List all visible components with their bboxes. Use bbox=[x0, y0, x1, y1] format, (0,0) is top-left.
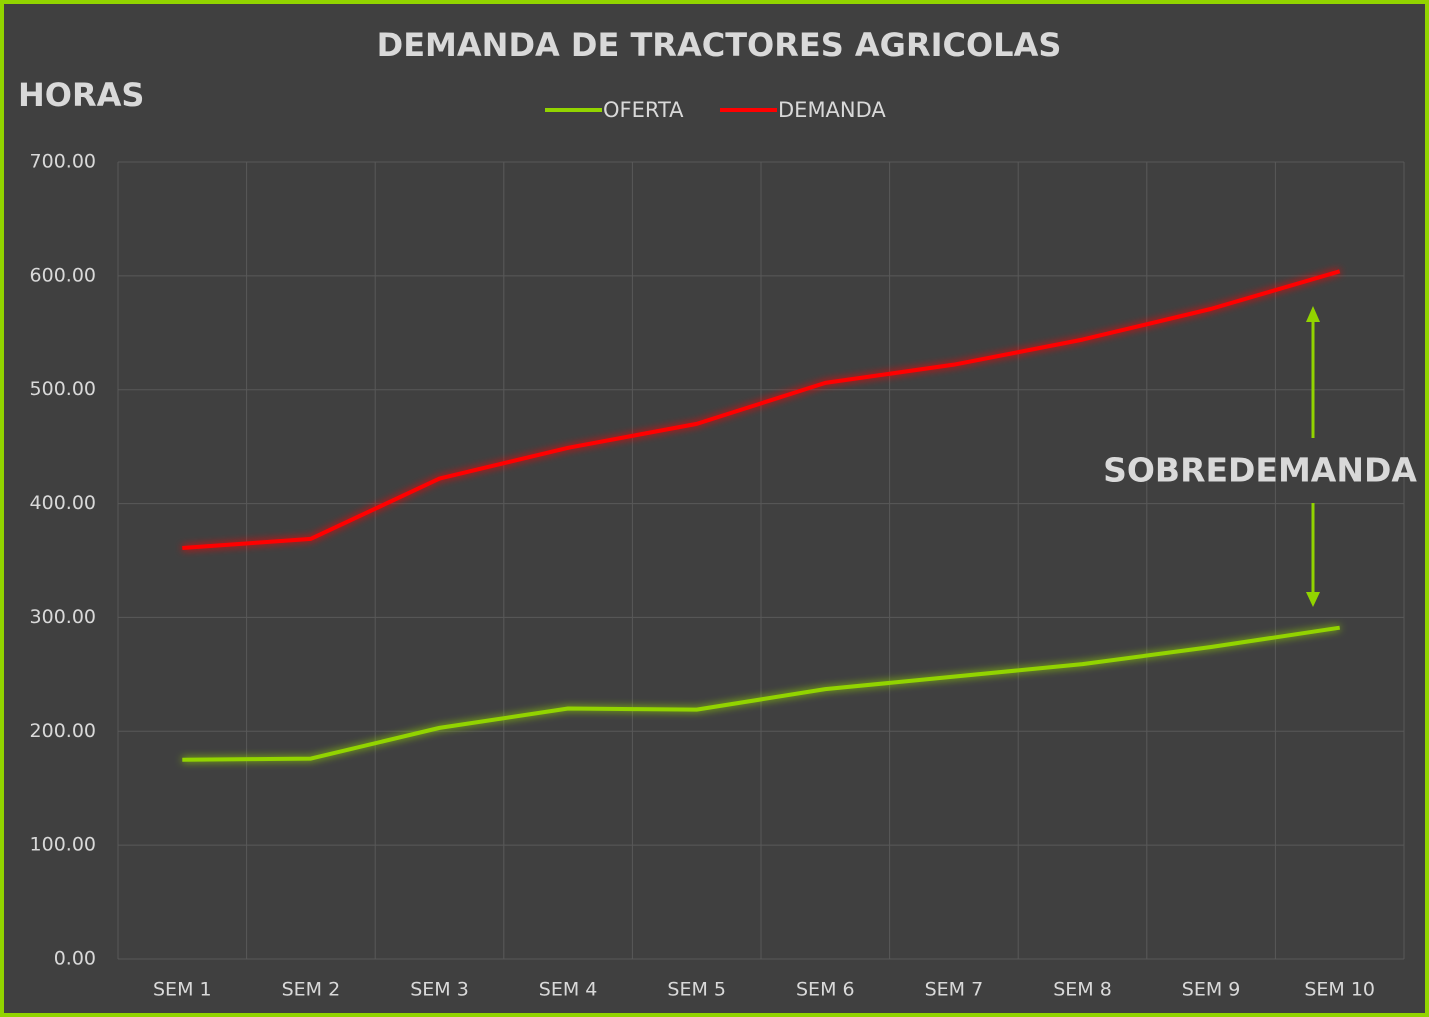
chart-title: DEMANDA DE TRACTORES AGRICOLAS bbox=[377, 26, 1062, 64]
y-tick-label: 200.00 bbox=[30, 720, 96, 742]
x-tick-label: SEM 9 bbox=[1182, 979, 1241, 1001]
x-tick-label: SEM 6 bbox=[796, 979, 855, 1001]
annotation-arrow bbox=[1306, 306, 1320, 607]
y-tick-label: 100.00 bbox=[30, 834, 96, 856]
x-tick-label: SEM 2 bbox=[282, 979, 341, 1001]
y-tick-label: 0.00 bbox=[54, 948, 96, 970]
x-tick-label: SEM 8 bbox=[1053, 979, 1112, 1001]
y-tick-label: 500.00 bbox=[30, 378, 96, 400]
series-line bbox=[182, 269, 1341, 550]
plot-area bbox=[117, 161, 1405, 960]
y-tick-label: 600.00 bbox=[30, 264, 96, 286]
legend-label: DEMANDA bbox=[778, 98, 886, 122]
x-tick-label: SEM 7 bbox=[925, 979, 984, 1001]
y-axis-label: HORAS bbox=[18, 76, 144, 114]
x-tick-label: SEM 4 bbox=[539, 979, 598, 1001]
annotation: SOBREDEMANDA bbox=[1103, 451, 1417, 490]
x-tick-label: SEM 3 bbox=[410, 979, 469, 1001]
x-tick-label: SEM 1 bbox=[153, 979, 212, 1001]
y-tick-label: 400.00 bbox=[30, 492, 96, 514]
x-tick-label: SEM 5 bbox=[667, 979, 726, 1001]
y-tick-label: 300.00 bbox=[30, 606, 96, 628]
x-tick-label: SEM 10 bbox=[1304, 979, 1375, 1001]
legend-label: OFERTA bbox=[603, 98, 684, 122]
series-line bbox=[182, 625, 1340, 762]
y-tick-label: 700.00 bbox=[30, 151, 96, 173]
